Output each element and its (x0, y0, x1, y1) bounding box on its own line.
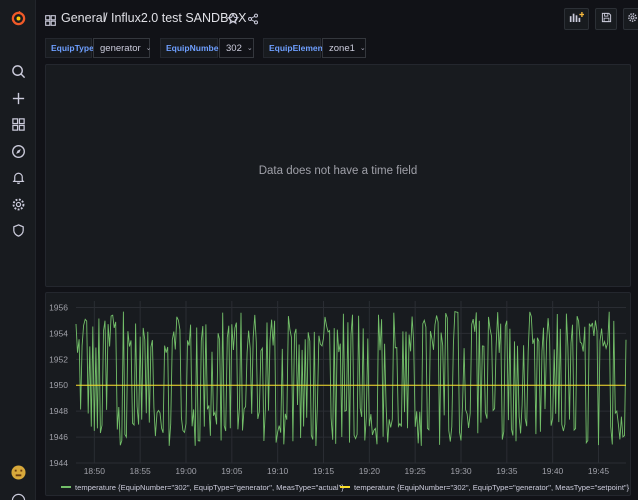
x-tick-label: 19:30 (450, 466, 472, 476)
x-tick-label: 19:00 (175, 466, 197, 476)
x-tick-label: 19:20 (359, 466, 381, 476)
y-tick-label: 1956 (49, 302, 68, 312)
grafana-logo-icon[interactable] (8, 8, 28, 28)
variable-value-equipnumber: 302 (226, 42, 242, 54)
help-icon[interactable] (8, 490, 28, 500)
share-icon[interactable] (247, 12, 259, 30)
variable-label-equiptype: EquipType (45, 38, 94, 58)
x-tick-label: 18:50 (84, 466, 106, 476)
dashboard-title[interactable]: Influx2.0 test SANDBOX (111, 11, 247, 25)
x-tick-label: 19:10 (267, 466, 289, 476)
no-time-field-message: Data does not have a time field (258, 165, 418, 177)
x-tick-label: 19:35 (496, 466, 518, 476)
panel-table[interactable]: Data does not have a time field (45, 64, 631, 287)
y-tick-label: 1950 (49, 380, 68, 390)
chevron-down-icon: ⌄ (246, 45, 253, 52)
y-tick-label: 1946 (49, 432, 68, 442)
x-tick-label: 19:40 (542, 466, 564, 476)
x-tick-label: 19:25 (405, 466, 427, 476)
configuration-gear-icon[interactable] (8, 194, 28, 214)
timeseries-chart: 1956 1954 1952 1950 1948 1946 1944 18:50 18:55 19… (49, 301, 630, 492)
x-tick-label: 19:45 (588, 466, 610, 476)
dashboards-icon[interactable] (8, 114, 28, 134)
x-tick-label: 19:15 (313, 466, 335, 476)
y-tick-label: 1952 (49, 354, 68, 364)
variable-value-equipelement: zone1 (329, 42, 355, 54)
save-dashboard-button[interactable] (595, 8, 617, 30)
dashboard-grid-icon (45, 13, 56, 31)
x-tick-label: 18:55 (130, 466, 152, 476)
variable-label-equipelement: EquipElement (263, 38, 326, 58)
chevron-down-icon: ⌄ (145, 45, 152, 52)
variable-value-equiptype: generator (100, 42, 141, 54)
variable-select-equipelement[interactable]: zone1 ⌄ (322, 38, 366, 58)
y-tick-label: 1948 (49, 406, 68, 416)
star-icon[interactable] (226, 12, 240, 30)
y-tick-label: 1954 (49, 328, 68, 338)
explore-compass-icon[interactable] (8, 141, 28, 161)
add-panel-button[interactable] (564, 8, 589, 30)
sidebar (0, 0, 36, 500)
add-panel-icon (569, 10, 584, 28)
alerting-bell-icon[interactable] (8, 167, 28, 187)
plus-icon[interactable] (8, 88, 28, 108)
x-tick-label: 19:05 (221, 466, 243, 476)
panel-timeseries[interactable]: 1956 1954 1952 1950 1948 1946 1944 18:50 18:55 19… (45, 292, 631, 496)
server-admin-shield-icon[interactable] (8, 220, 28, 240)
dashboard-settings-button[interactable] (623, 8, 638, 30)
variable-select-equiptype[interactable]: generator ⌄ (93, 38, 152, 58)
settings-gear-icon (627, 10, 638, 28)
y-tick-label: 1944 (49, 458, 68, 468)
variable-label-equipnumber: EquipNumber (160, 38, 222, 58)
save-icon (601, 10, 612, 28)
search-icon[interactable] (8, 61, 28, 81)
variable-select-equipnumber[interactable]: 302 ⌄ (219, 38, 254, 58)
legend-label-actual: temperature {EquipNumber="302", EquipTyp… (75, 483, 344, 492)
user-avatar[interactable] (8, 462, 28, 482)
legend-label-setpoint: temperature {EquipNumber="302", EquipTyp… (354, 483, 630, 492)
breadcrumb-folder[interactable]: General (61, 11, 106, 25)
chevron-down-icon: ⌄ (359, 45, 366, 52)
breadcrumb-separator: / (104, 11, 108, 25)
dashboard-navbar: General / Influx2.0 test SANDBOX (36, 0, 638, 38)
series-line-actual (75, 310, 627, 447)
